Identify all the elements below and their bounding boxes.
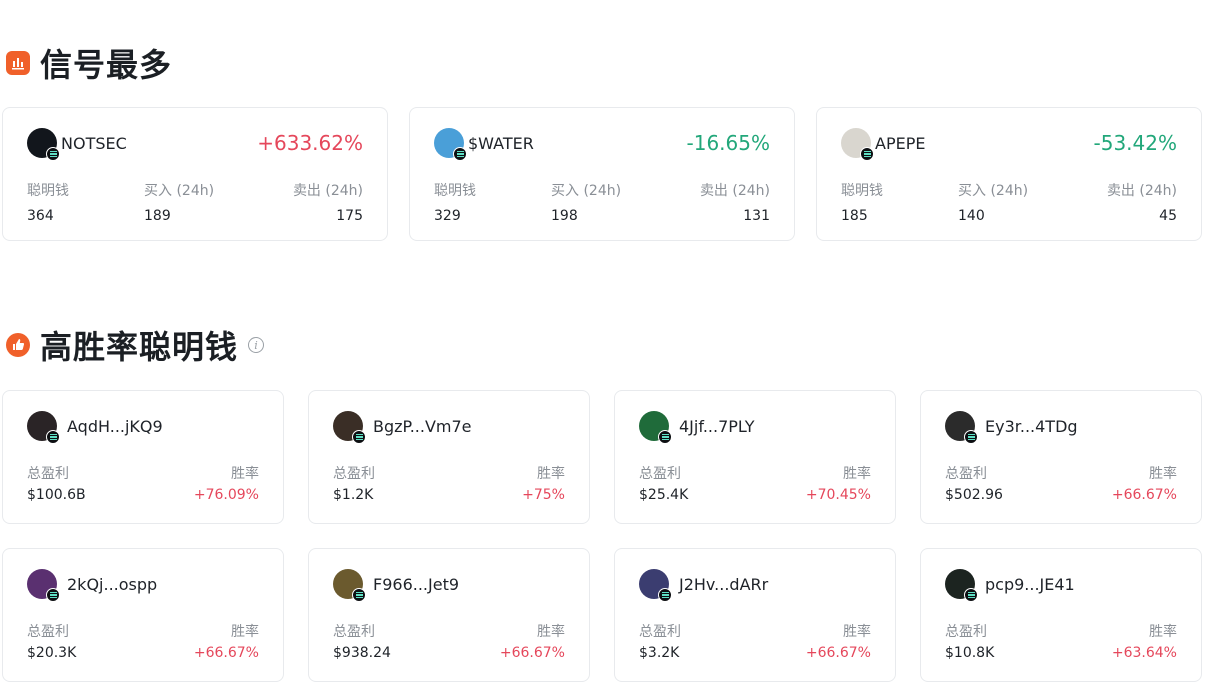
profit-label: 总盈利 — [333, 466, 375, 482]
signal-card[interactable]: APEPE -53.42% 聪明钱 185 买入 (24h) 140 卖出 (24h… — [816, 107, 1202, 241]
win-rate: +66.67% — [805, 645, 871, 661]
wallet-address: 2kQj...ospp — [67, 574, 158, 594]
wallet-card[interactable]: pcp9...JE41 总盈利 胜率 $10.8K +63.64% — [920, 548, 1202, 682]
wallet-address: F966...Jet9 — [373, 574, 460, 594]
wallet-card[interactable]: Ey3r...4TDg 总盈利 胜率 $502.96 +66.67% — [920, 390, 1202, 524]
solana-chain-icon — [658, 588, 672, 602]
stat-smart-money: 聪明钱 364 — [27, 183, 69, 224]
win-rate: +66.67% — [193, 645, 259, 661]
wallet-address: 4Jjf...7PLY — [679, 416, 755, 436]
solana-chain-icon — [352, 430, 366, 444]
solana-chain-icon — [352, 588, 366, 602]
wallet-avatar — [333, 569, 366, 602]
wallet-address: AqdH...jKQ9 — [67, 416, 163, 436]
win-rate: +70.45% — [805, 487, 871, 503]
stat-smart-money: 聪明钱 185 — [841, 183, 883, 224]
wallet-avatar — [945, 569, 978, 602]
profit-label: 总盈利 — [27, 624, 69, 640]
solana-chain-icon — [860, 147, 874, 161]
info-icon[interactable]: i — [248, 337, 265, 353]
rate-label: 胜率 — [537, 624, 565, 640]
wallet-address: BgzP...Vm7e — [373, 416, 472, 436]
total-profit: $3.2K — [639, 645, 680, 661]
win-rate: +63.64% — [1111, 645, 1177, 661]
wallet-address: pcp9...JE41 — [985, 574, 1075, 594]
rate-label: 胜率 — [843, 624, 871, 640]
signals-header: 信号最多 — [6, 40, 172, 86]
solana-chain-icon — [453, 147, 467, 161]
price-change: +633.62% — [257, 131, 363, 155]
token-name: NOTSEC — [61, 133, 127, 153]
total-profit: $10.8K — [945, 645, 995, 661]
profit-label: 总盈利 — [945, 624, 987, 640]
stat-buy: 买入 (24h) 198 — [551, 183, 622, 224]
wallet-card[interactable]: J2Hv...dARr 总盈利 胜率 $3.2K +66.67% — [614, 548, 896, 682]
solana-chain-icon — [964, 430, 978, 444]
wallet-address: Ey3r...4TDg — [985, 416, 1078, 436]
win-rate: +75% — [522, 487, 565, 503]
rate-label: 胜率 — [231, 624, 259, 640]
rate-label: 胜率 — [231, 466, 259, 482]
wallet-card[interactable]: 2kQj...ospp 总盈利 胜率 $20.3K +66.67% — [2, 548, 284, 682]
signal-card[interactable]: NOTSEC +633.62% 聪明钱 364 买入 (24h) 189 卖出 (2… — [2, 107, 388, 241]
wallet-avatar — [333, 411, 366, 444]
rate-label: 胜率 — [1149, 624, 1177, 640]
wallet-address: J2Hv...dARr — [679, 574, 769, 594]
solana-chain-icon — [46, 147, 60, 161]
total-profit: $1.2K — [333, 487, 374, 503]
token-avatar — [434, 128, 467, 161]
wallet-avatar — [639, 569, 672, 602]
total-profit: $25.4K — [639, 487, 689, 503]
rate-label: 胜率 — [1149, 466, 1177, 482]
total-profit: $938.24 — [333, 645, 391, 661]
token-name: APEPE — [875, 133, 926, 153]
signal-card[interactable]: $WATER -16.65% 聪明钱 329 买入 (24h) 198 卖出 (24… — [409, 107, 795, 241]
wallet-card[interactable]: F966...Jet9 总盈利 胜率 $938.24 +66.67% — [308, 548, 590, 682]
stat-sell: 卖出 (24h) 45 — [1106, 183, 1177, 224]
win-rate: +66.67% — [1111, 487, 1177, 503]
solana-chain-icon — [46, 430, 60, 444]
solana-chain-icon — [46, 588, 60, 602]
profit-label: 总盈利 — [27, 466, 69, 482]
token-name: $WATER — [468, 133, 534, 153]
wallet-card[interactable]: 4Jjf...7PLY 总盈利 胜率 $25.4K +70.45% — [614, 390, 896, 524]
token-avatar — [27, 128, 60, 161]
rate-label: 胜率 — [537, 466, 565, 482]
smart-money-header: 高胜率聪明钱 i — [6, 322, 265, 368]
win-rate: +66.67% — [499, 645, 565, 661]
thumbs-up-icon — [6, 333, 30, 357]
stat-sell: 卖出 (24h) 175 — [292, 183, 363, 224]
price-change: -16.65% — [686, 131, 770, 155]
wallet-card[interactable]: BgzP...Vm7e 总盈利 胜率 $1.2K +75% — [308, 390, 590, 524]
token-avatar — [841, 128, 874, 161]
stat-buy: 买入 (24h) 189 — [144, 183, 215, 224]
win-rate: +76.09% — [193, 487, 259, 503]
stat-buy: 买入 (24h) 140 — [958, 183, 1029, 224]
signals-title: 信号最多 — [40, 46, 173, 84]
rate-label: 胜率 — [843, 466, 871, 482]
stat-smart-money: 聪明钱 329 — [434, 183, 476, 224]
solana-chain-icon — [658, 430, 672, 444]
chart-icon — [6, 51, 30, 75]
smart-money-title: 高胜率聪明钱 — [40, 328, 239, 366]
price-change: -53.42% — [1093, 131, 1177, 155]
total-profit: $502.96 — [945, 487, 1003, 503]
solana-chain-icon — [964, 588, 978, 602]
profit-label: 总盈利 — [639, 466, 681, 482]
total-profit: $100.6B — [27, 487, 86, 503]
profit-label: 总盈利 — [639, 624, 681, 640]
wallet-avatar — [27, 569, 60, 602]
wallet-avatar — [945, 411, 978, 444]
profit-label: 总盈利 — [333, 624, 375, 640]
stat-sell: 卖出 (24h) 131 — [699, 183, 770, 224]
wallet-avatar — [639, 411, 672, 444]
profit-label: 总盈利 — [945, 466, 987, 482]
wallet-card[interactable]: AqdH...jKQ9 总盈利 胜率 $100.6B +76.09% — [2, 390, 284, 524]
total-profit: $20.3K — [27, 645, 77, 661]
wallet-avatar — [27, 411, 60, 444]
